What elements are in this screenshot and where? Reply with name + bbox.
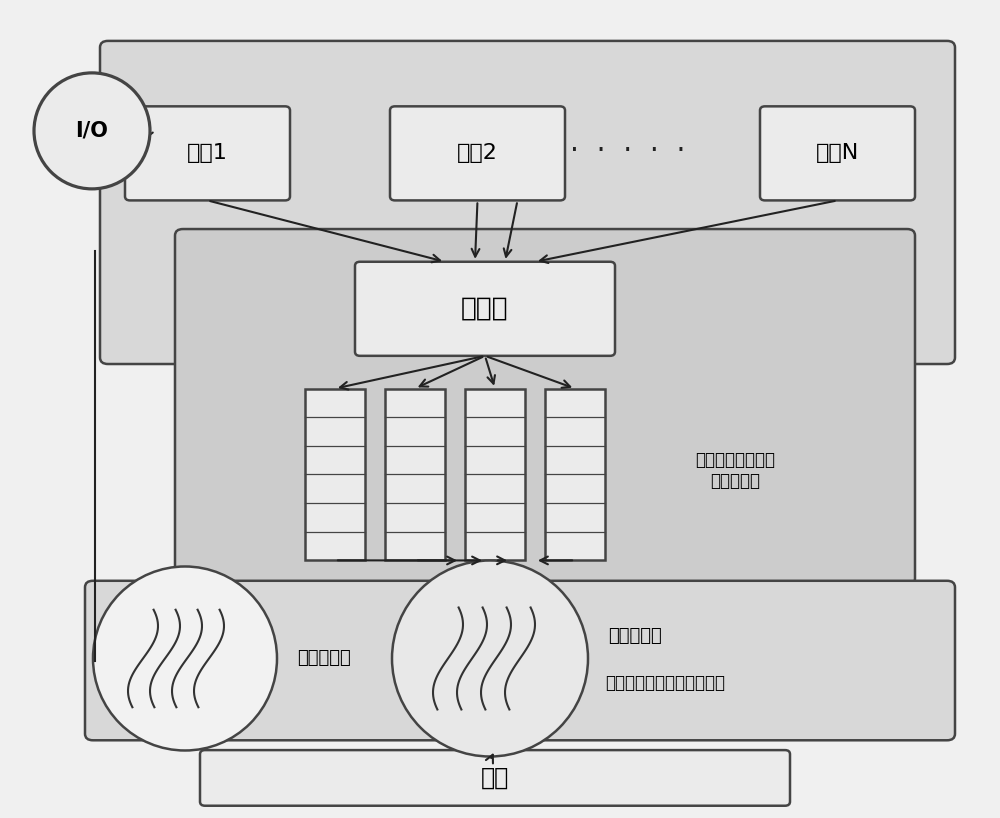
FancyBboxPatch shape <box>390 106 565 200</box>
FancyBboxPatch shape <box>200 750 790 806</box>
Text: 监听线程池: 监听线程池 <box>297 649 351 667</box>
FancyBboxPatch shape <box>305 389 365 560</box>
Text: 阶兗2: 阶兗2 <box>457 143 498 164</box>
Text: ·  ·  ·  ·  ·: · · · · · <box>570 137 686 165</box>
FancyBboxPatch shape <box>125 106 290 200</box>
Text: 任务线程池: 任务线程池 <box>608 627 662 645</box>
Text: 阶段N: 阶段N <box>816 143 859 164</box>
Ellipse shape <box>93 567 277 750</box>
Text: 任务线程的数量取决于硬件: 任务线程的数量取决于硬件 <box>605 674 725 692</box>
Text: 阶兗1: 阶兗1 <box>187 143 228 164</box>
Text: 硬件: 硬件 <box>481 766 509 790</box>
Ellipse shape <box>392 560 588 757</box>
Text: I/O: I/O <box>76 121 108 141</box>
FancyBboxPatch shape <box>760 106 915 200</box>
FancyBboxPatch shape <box>100 41 955 364</box>
FancyBboxPatch shape <box>465 389 525 560</box>
Text: 调度器: 调度器 <box>461 296 509 321</box>
Text: 队列的数量取决于
线程的数量: 队列的数量取决于 线程的数量 <box>695 451 775 490</box>
FancyBboxPatch shape <box>355 262 615 356</box>
FancyBboxPatch shape <box>385 389 445 560</box>
Ellipse shape <box>34 73 150 189</box>
FancyBboxPatch shape <box>85 581 955 740</box>
FancyBboxPatch shape <box>545 389 605 560</box>
FancyBboxPatch shape <box>175 229 915 585</box>
